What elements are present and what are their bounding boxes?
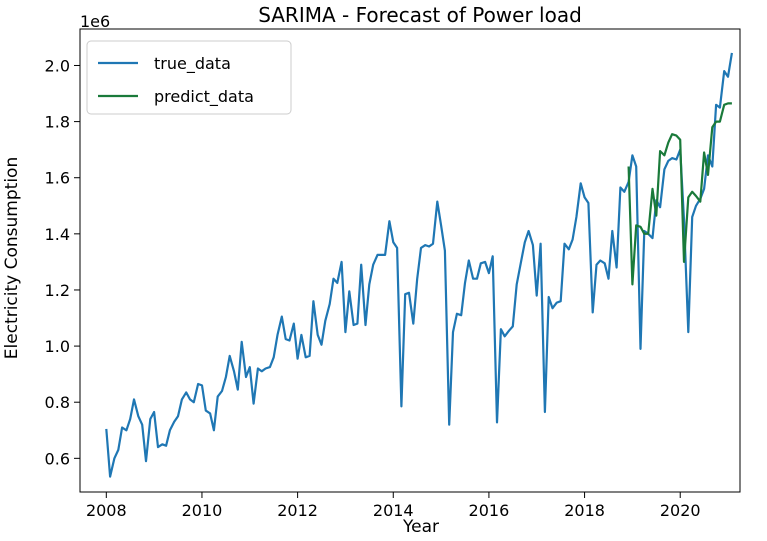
y-tick-label: 1.6 <box>45 169 70 188</box>
x-axis-label: Year <box>402 517 439 537</box>
y-tick-label: 1.0 <box>45 337 70 356</box>
x-tick-label: 2018 <box>564 501 605 520</box>
y-axis-offset-label: 1e6 <box>80 12 110 31</box>
x-axis-ticks: 2008 2010 2012 2014 2016 2018 2020 <box>86 492 701 520</box>
y-tick-label: 0.6 <box>45 449 70 468</box>
x-tick-label: 2012 <box>277 501 318 520</box>
y-tick-label: 2.0 <box>45 56 70 75</box>
x-tick-label: 2008 <box>86 501 127 520</box>
series-line-true-data <box>105 52 733 478</box>
chart-title: SARIMA - Forecast of Power load <box>258 3 582 27</box>
legend-label-true-data: true_data <box>154 54 231 74</box>
y-axis-label: Electricity Consumption <box>2 157 22 359</box>
y-tick-label: 1.4 <box>45 225 70 244</box>
plot-area-frame <box>79 28 741 493</box>
x-tick-label: 2010 <box>182 501 223 520</box>
x-tick-label: 2016 <box>469 501 510 520</box>
x-tick-label: 2020 <box>660 501 701 520</box>
y-tick-label: 1.8 <box>45 113 70 132</box>
x-tick-label: 2014 <box>373 501 414 520</box>
y-axis-ticks: 0.6 0.8 1.0 1.2 1.4 1.6 1.8 2.0 <box>45 56 80 468</box>
legend: true_data predict_data <box>86 40 292 115</box>
legend-label-predict-data: predict_data <box>154 87 254 107</box>
series-lines <box>105 52 733 478</box>
y-tick-label: 1.2 <box>45 281 70 300</box>
y-tick-label: 0.8 <box>45 393 70 412</box>
series-line-predict-data <box>627 102 732 286</box>
